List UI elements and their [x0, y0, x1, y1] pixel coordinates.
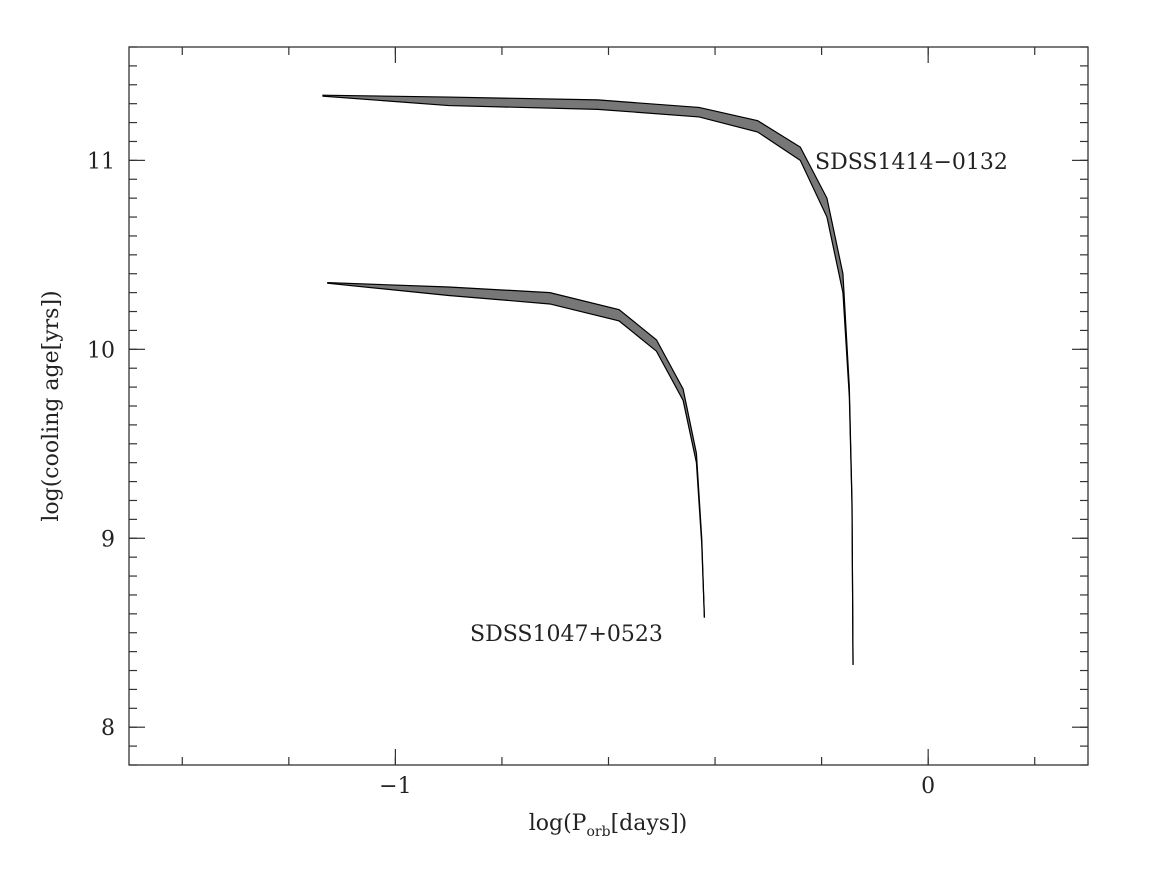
x-axis-label: log(Porb[days])	[529, 811, 688, 840]
series-label: SDSS1414−0132	[815, 150, 1008, 175]
y-tick-label: 9	[101, 527, 115, 552]
y-tick-label: 11	[87, 149, 115, 174]
band-edge	[322, 95, 854, 665]
band-edge	[327, 282, 705, 618]
x-axis-label-tail: [days])	[611, 811, 688, 836]
x-axis-label-main: log(P	[529, 811, 587, 836]
band-edge	[327, 282, 705, 618]
y-tick-label: 8	[101, 716, 115, 741]
x-axis-label-sub: orb	[586, 824, 610, 840]
band-area	[322, 95, 854, 665]
x-tick-label: −1	[379, 774, 411, 799]
band-edge	[322, 94, 854, 665]
series-label: SDSS1047+0523	[470, 622, 663, 647]
y-tick-label: 10	[87, 338, 115, 363]
x-tick-label: 0	[921, 774, 935, 799]
y-axis-label: log(cooling age[yrs])	[39, 290, 64, 521]
